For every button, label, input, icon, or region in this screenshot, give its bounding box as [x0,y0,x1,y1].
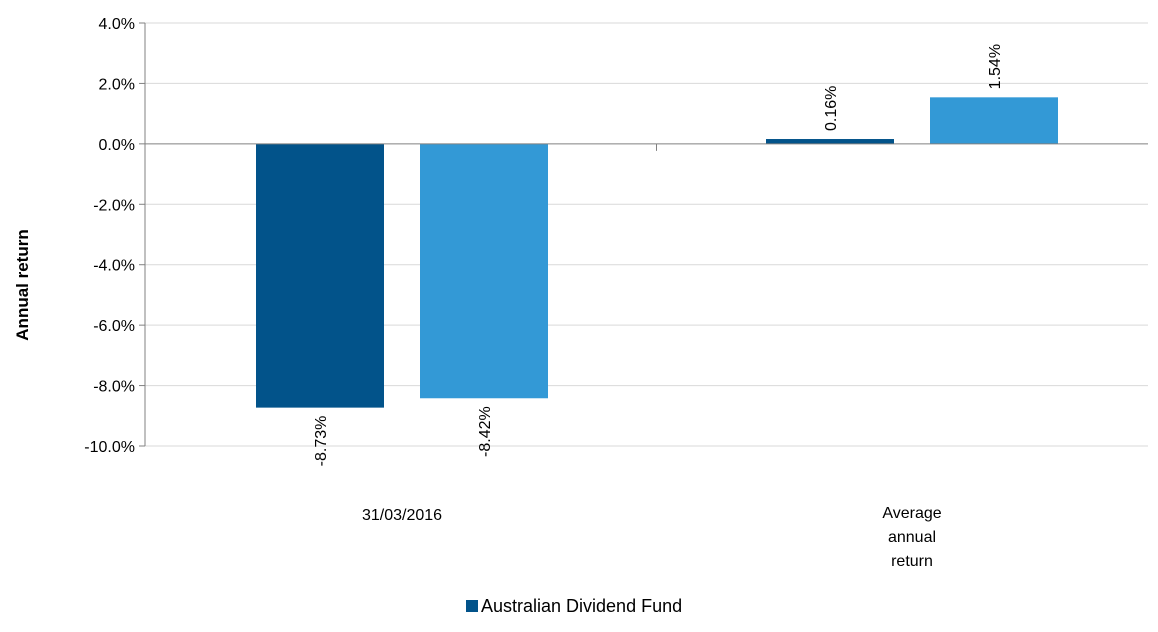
x-category-label: Average annual return [882,505,941,570]
y-tick-label: -8.0% [93,379,135,396]
y-axis-title: Annual return [13,229,32,340]
y-tick-label: -10.0% [84,439,135,456]
bar [420,143,548,399]
data-label: 1.54% [987,44,1004,89]
axes [144,23,1148,446]
bar [256,143,384,408]
y-axis-ticks: 4.0% 2.0% 0.0% -2.0% -4.0% -6.0% -8.0% -10.0% [84,16,145,456]
y-tick-label: 4.0% [99,16,135,33]
x-category-label: 31/03/2016 [362,507,442,524]
legend-label: Australian Dividend Fund [481,596,682,616]
bars [256,97,1058,408]
data-label: -8.73% [313,416,330,467]
bar [766,139,894,144]
data-label: -8.42% [477,406,494,457]
legend: Australian Dividend Fund [466,596,682,616]
legend-swatch [466,600,478,612]
y-tick-label: -4.0% [93,258,135,275]
y-tick-label: 2.0% [99,76,135,93]
x-axis-category-labels: 31/03/2016 Average annual return [362,505,942,570]
data-label: 0.16% [823,86,840,131]
data-labels: -8.73% -8.42% 0.16% 1.54% [313,44,1004,466]
y-tick-label: -6.0% [93,318,135,335]
y-tick-label: 0.0% [99,137,135,154]
y-tick-label: -2.0% [93,197,135,214]
bar [930,97,1058,144]
